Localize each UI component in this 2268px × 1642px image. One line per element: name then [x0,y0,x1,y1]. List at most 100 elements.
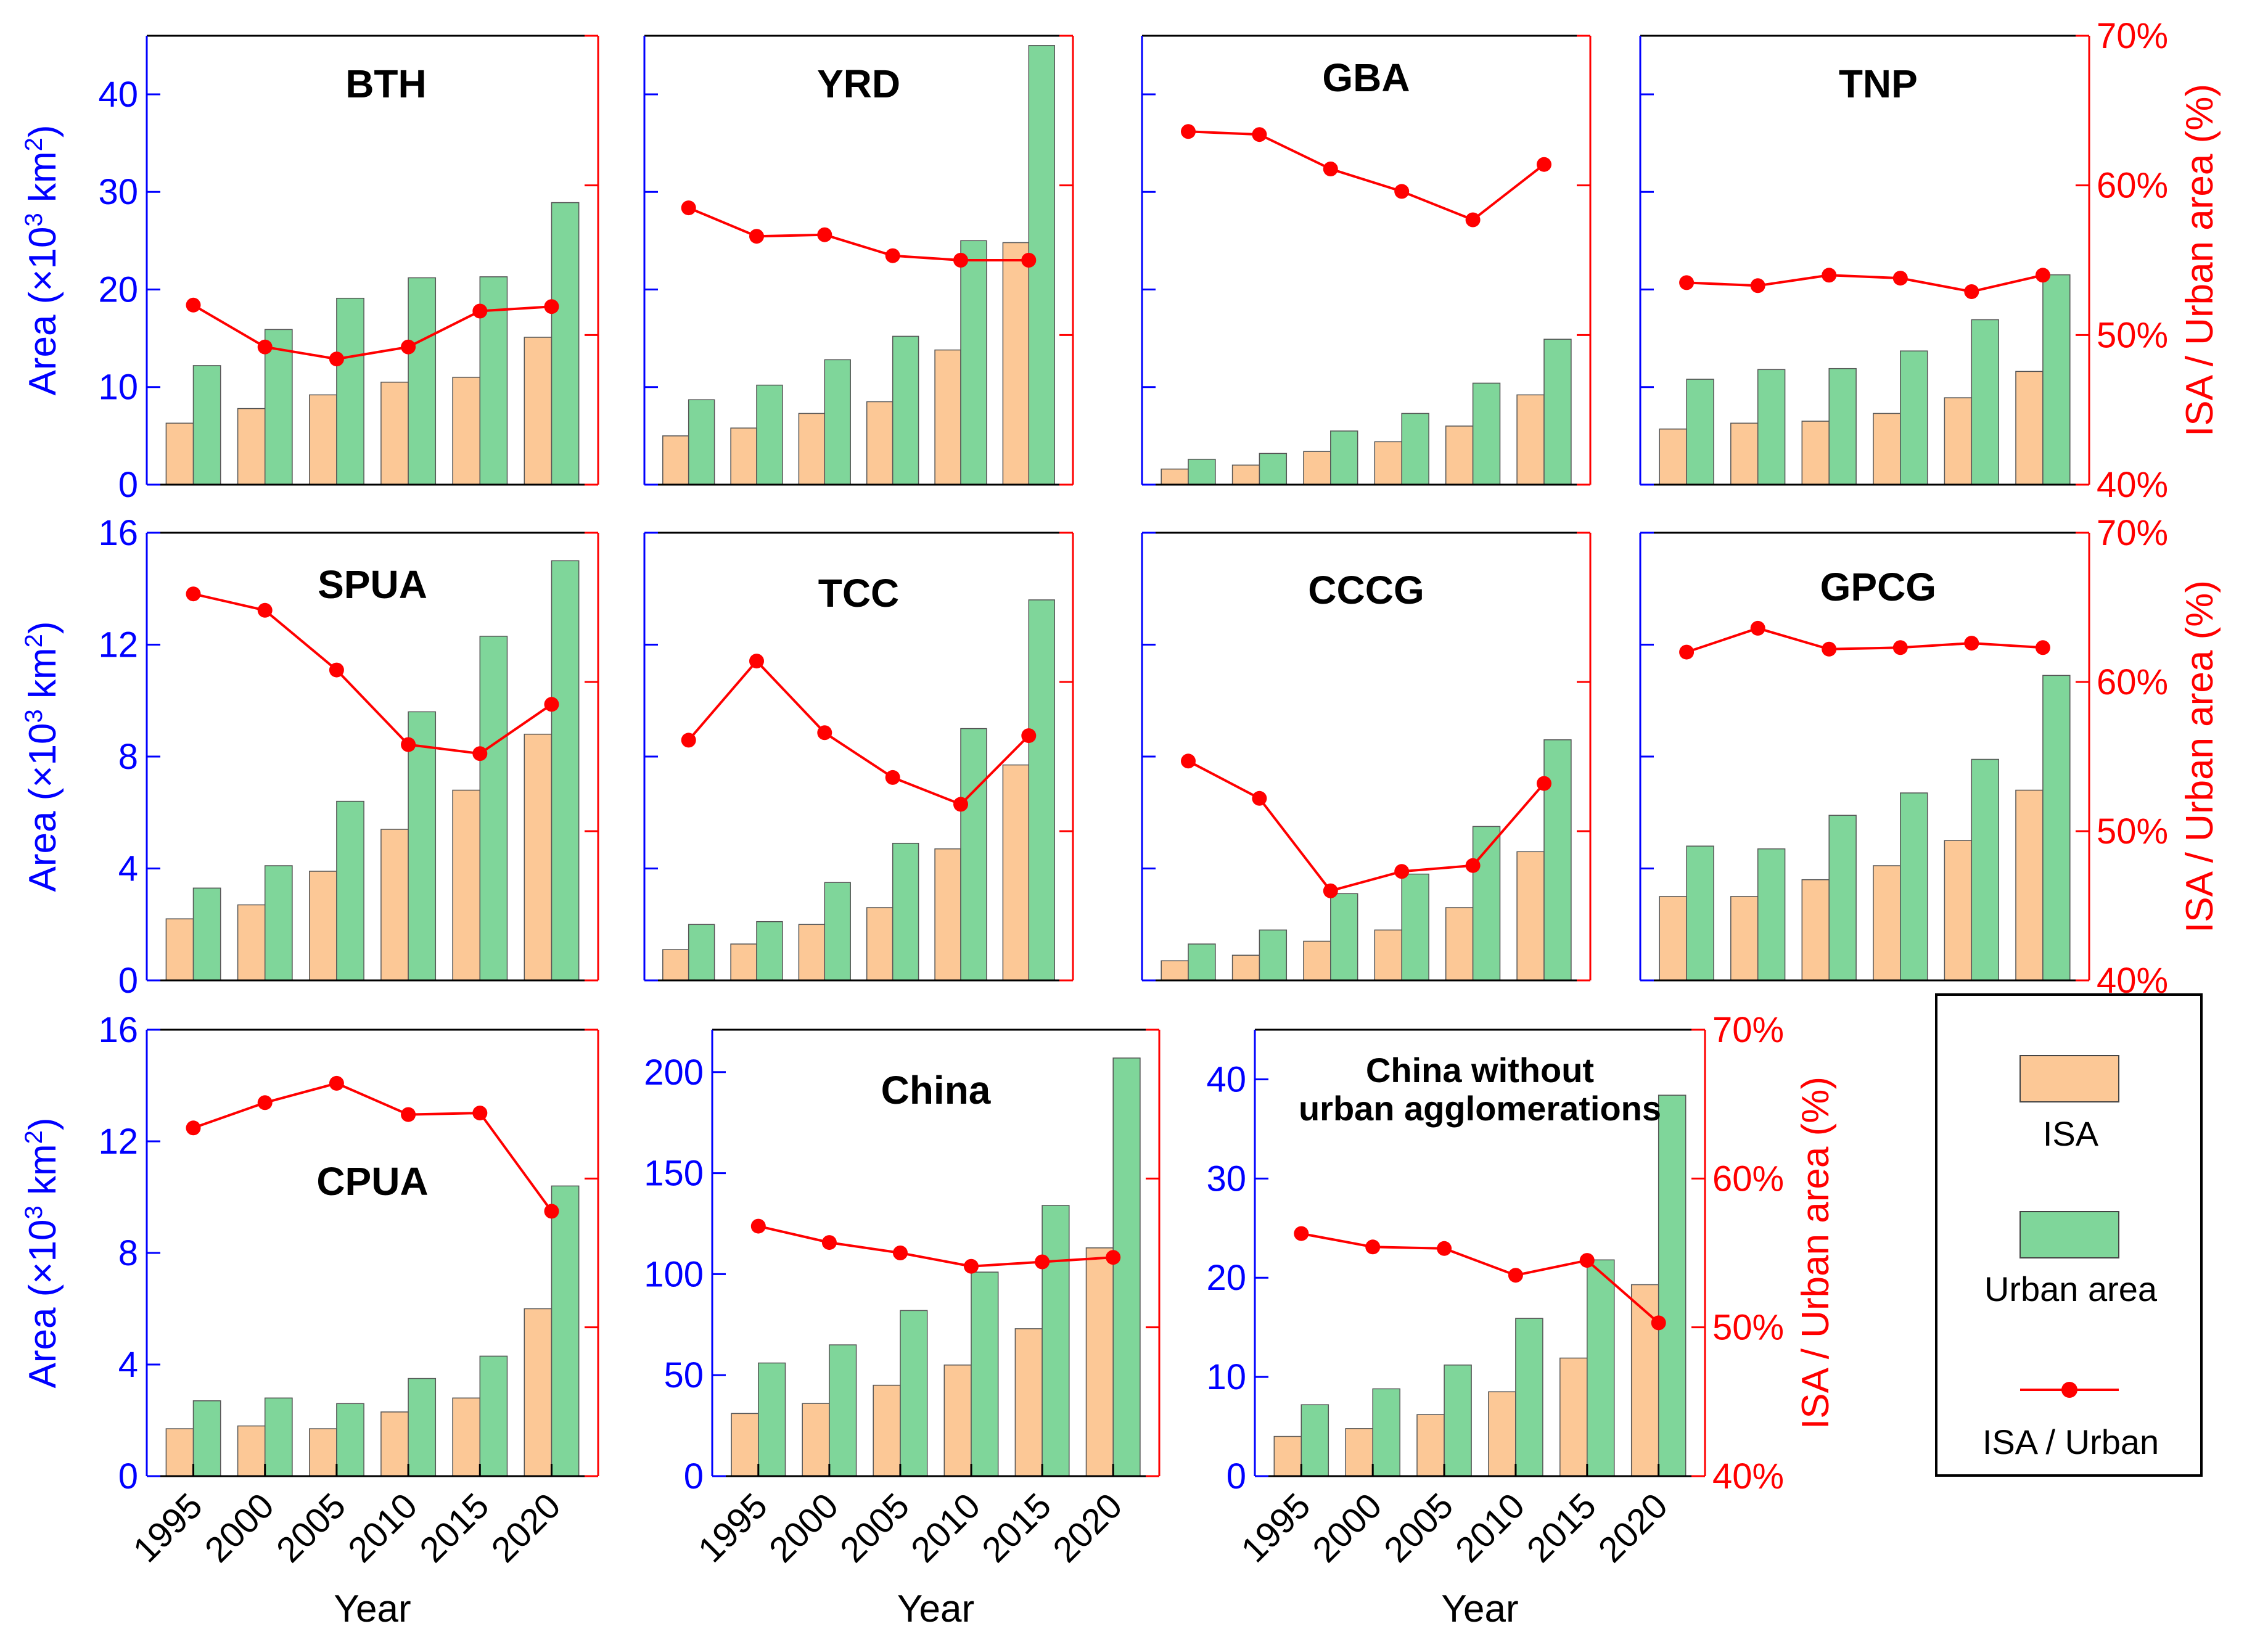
x-tick-label: 2000 [197,1485,282,1570]
x-tick-label: 2000 [1305,1485,1389,1570]
bar-urban-1995 [1300,1404,1329,1477]
x-axis-label: Year [897,1588,974,1630]
bar-isa-2010 [1488,1391,1516,1477]
panel-cccg: CCCG [1141,532,1592,982]
ratio-point-2015 [1964,284,1979,299]
ratio-point-1995 [1679,275,1695,290]
right-axis-label: ISA / Urban area (%) [2179,580,2221,933]
ratio-point-2015 [953,253,968,268]
panel-title: China [881,1068,991,1112]
bar-urban-2015 [1971,319,1999,485]
bar-isa-2000 [730,427,757,485]
bar-isa-2005 [309,394,337,485]
bar-isa-2000 [237,408,266,485]
bar-isa-2020 [2015,789,2044,981]
x-tick-label: 2020 [483,1485,568,1570]
bar-isa-2005 [1801,879,1830,981]
bar-urban-2010 [1401,413,1429,485]
ratio-line [1188,130,1545,221]
bar-urban-2005 [900,1310,928,1477]
bar-urban-1995 [1686,845,1714,981]
left-tick-label: 12 [98,625,138,665]
ratio-point-2000 [1252,127,1267,142]
ratio-point-2010 [1892,640,1908,655]
bar-isa-2010 [1873,865,1901,981]
right-tick-label: 70% [2097,513,2168,553]
panel-bth: 0 10 20 30 40 Area (×103 km2) BTH [20,35,599,505]
bar-urban-2020 [551,560,580,981]
bar-isa-1995 [662,949,689,981]
bar-urban-2005 [1828,815,1857,981]
right-axis-label: ISA / Urban area (%) [2179,84,2221,437]
ratio-point-2015 [472,746,488,761]
bar-isa-2010 [1374,929,1402,981]
bar-urban-2000 [264,865,293,981]
x-tick-label: 2010 [340,1485,425,1570]
left-tick-label: 16 [98,1010,138,1050]
bar-isa-1995 [1161,468,1189,485]
ratio-point-2010 [401,737,416,752]
ratio-point-2020 [2035,640,2050,655]
ratio-point-2000 [1750,278,1765,294]
bar-urban-2020 [2042,274,2071,485]
bar-urban-2010 [892,335,919,485]
ratio-point-2005 [329,662,344,678]
bar-urban-2020 [2042,675,2071,981]
bar-isa-2010 [1873,413,1901,485]
bar-urban-2020 [1028,599,1055,981]
ratio-line [758,1225,1114,1268]
ratio-point-2000 [749,654,764,669]
panel-yrd: YRD [643,35,1074,486]
ratio-line [1300,1232,1660,1324]
bar-isa-1995 [165,1428,194,1477]
bar-isa-1995 [165,422,194,485]
bar-urban-2005 [336,1403,364,1477]
bar-urban-2005 [336,297,364,485]
bar-urban-2010 [408,1377,437,1477]
ratio-line [688,207,1029,261]
ratio-point-2020 [1106,1250,1121,1265]
panel-gba: GBA [1141,35,1592,486]
legend-urban-label: Urban area [1984,1270,2158,1308]
left-tick-label: 50 [664,1355,704,1395]
ratio-point-2005 [1323,883,1338,898]
ratio-point-2015 [472,1106,488,1121]
bar-urban-2010 [892,842,919,981]
ratio-point-2000 [1252,790,1267,806]
bar-urban-2010 [1515,1318,1543,1477]
right-tick-label: 40% [2097,465,2168,505]
left-tick-label: 10 [1206,1357,1246,1397]
panel-title: SPUA [318,562,427,607]
bar-urban-2020 [1658,1094,1687,1477]
bar-isa-2010 [943,1365,972,1477]
bar-isa-2010 [380,1411,409,1477]
bar-urban-1995 [1188,459,1216,485]
x-tick-label: 2010 [903,1485,988,1570]
left-tick-label: 0 [118,465,138,505]
ratio-point-1995 [750,1218,766,1234]
left-axis-label: Area (×103 km2) [20,125,64,395]
right-tick-label: 40% [1712,1456,1784,1496]
left-tick-label: 20 [1206,1258,1246,1298]
bar-isa-1995 [165,918,194,981]
left-tick-label: 150 [644,1154,704,1194]
bar-urban-2005 [824,882,851,981]
right-tick-label: 60% [2097,166,2168,206]
left-tick-label: 0 [118,961,138,1001]
bar-isa-2020 [524,733,553,981]
x-tick-label: 2015 [974,1485,1059,1570]
bar-urban-2000 [1259,929,1288,981]
bar-isa-1995 [662,435,689,485]
left-tick-label: 100 [644,1254,704,1294]
left-tick-label: 4 [118,1345,138,1385]
ratio-point-2000 [1750,620,1765,636]
bar-isa-2020 [1002,764,1030,981]
x-tick-label: 2015 [1519,1485,1604,1570]
right-axis-label: ISA / Urban area (%) [1794,1077,1837,1429]
left-tick-label: 8 [118,737,138,777]
bar-isa-2015 [1559,1357,1588,1477]
legend-isa-label: ISA [2043,1114,2099,1153]
right-tick-label: 60% [1712,1159,1784,1199]
bar-isa-2010 [1374,441,1402,485]
